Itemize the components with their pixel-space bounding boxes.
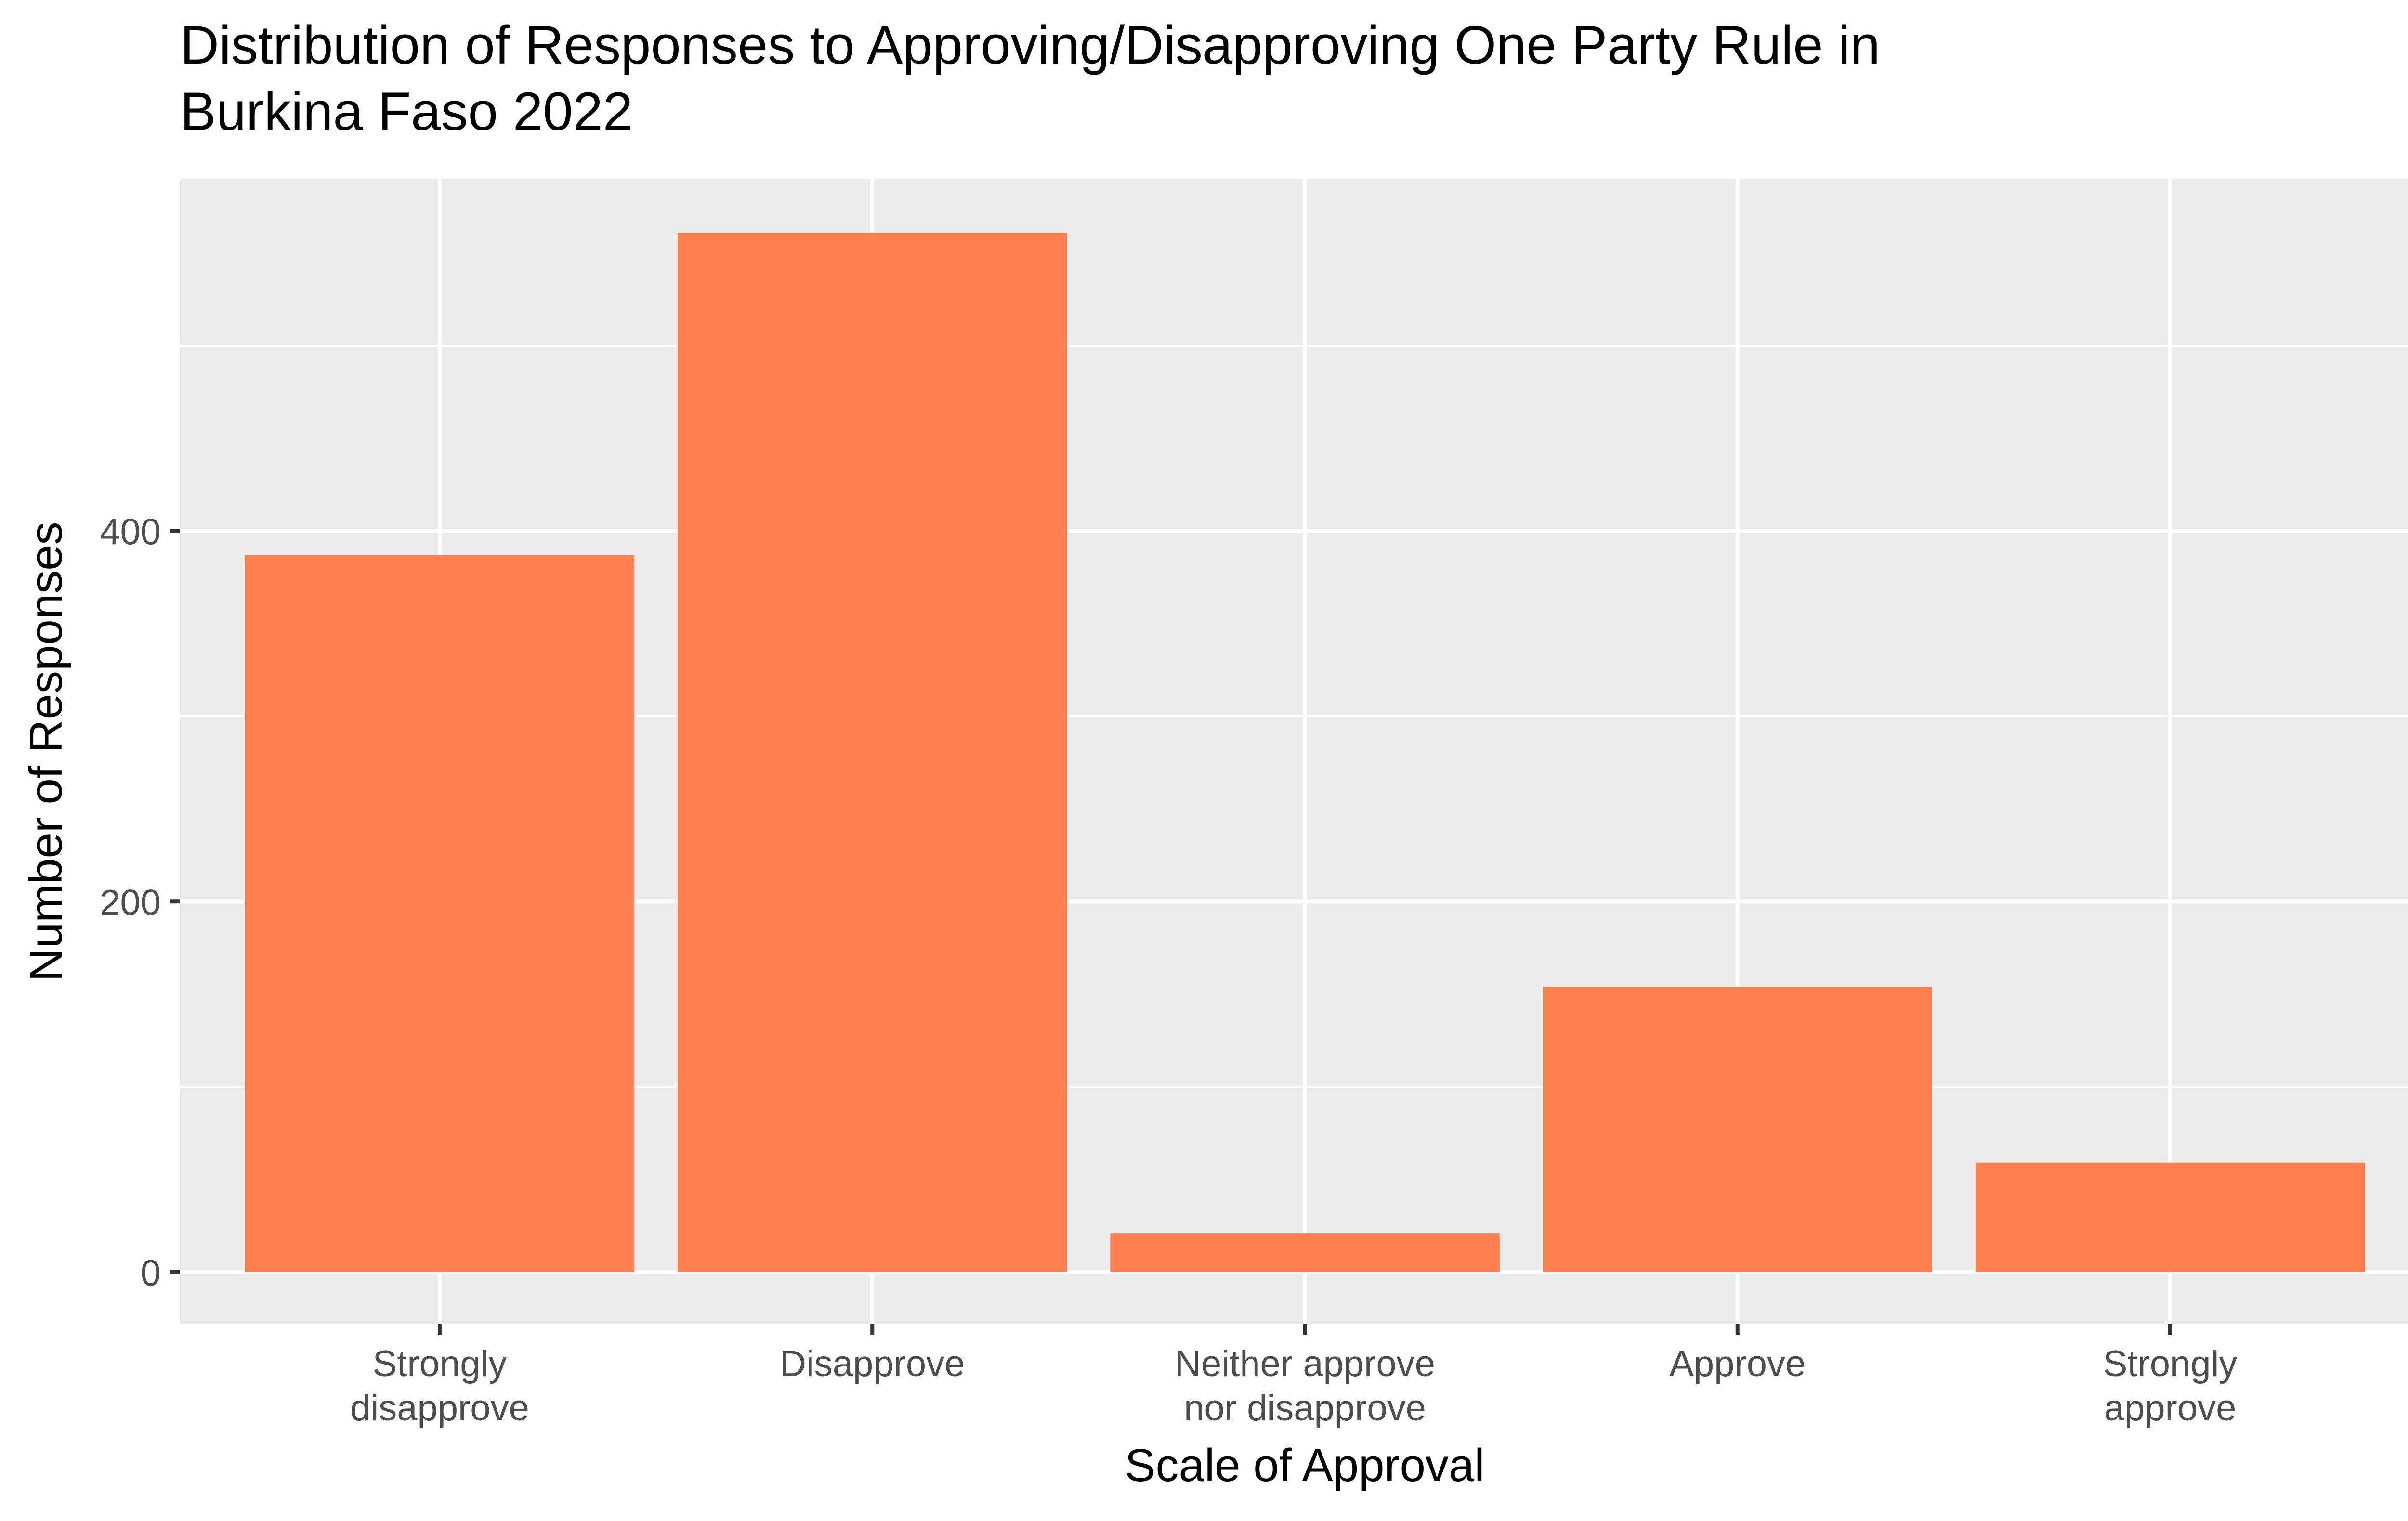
x-tick-label: Disapprove — [780, 1343, 965, 1384]
y-tick-label: 400 — [100, 512, 161, 553]
x-tick-label-line: disapprove — [350, 1388, 529, 1429]
x-tick-label: Approve — [1669, 1343, 1806, 1384]
bar-3 — [1543, 987, 1932, 1272]
x-tick-label: Strongly approve — [2103, 1343, 2238, 1429]
bar-0 — [245, 555, 635, 1272]
y-tick-label: 200 — [100, 882, 161, 923]
bar-1 — [678, 233, 1067, 1272]
bar-2 — [1110, 1233, 1500, 1272]
x-tick-label: Neither approve nor disapprove — [1175, 1343, 1435, 1429]
chart-title-line-2: Burkina Faso 2022 — [180, 81, 633, 142]
x-tick-label-line: Strongly — [373, 1343, 507, 1384]
x-tick-label-line: Strongly — [2103, 1343, 2238, 1384]
bar-layer — [245, 233, 2365, 1272]
y-axis-title: Number of Responses — [20, 521, 72, 981]
x-tick-label-line: nor disapprove — [1184, 1388, 1426, 1429]
x-tick-label-line: Approve — [1669, 1343, 1806, 1384]
x-tick-label-line: Neither approve — [1175, 1343, 1435, 1384]
x-axis-title: Scale of Approval — [1125, 1440, 1484, 1491]
bar-4 — [1975, 1162, 2365, 1272]
x-tick-label-line: Disapprove — [780, 1343, 965, 1384]
x-tick-label-line: approve — [2104, 1388, 2237, 1429]
chart-title-line-1: Distribution of Responses to Approving/D… — [180, 15, 1880, 75]
x-tick-label: Strongly disapprove — [350, 1343, 529, 1429]
y-tick-label: 0 — [141, 1253, 161, 1294]
